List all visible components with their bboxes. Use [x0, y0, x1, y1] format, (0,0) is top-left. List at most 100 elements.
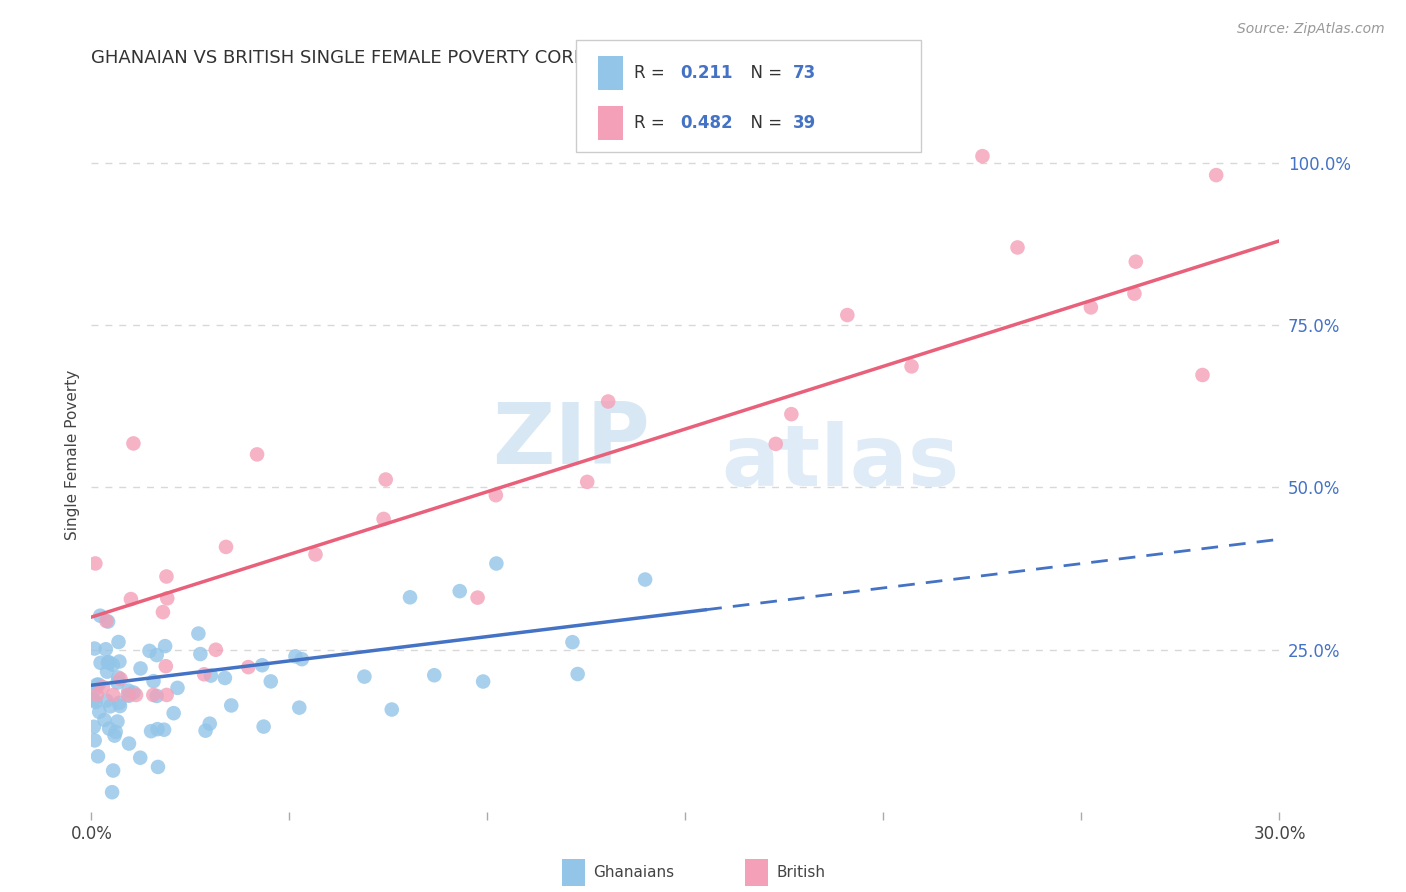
Point	[219, 698, 242, 713]
Point	[138, 644, 160, 658]
Point	[260, 674, 283, 689]
Point	[90, 656, 112, 670]
Point	[423, 668, 446, 682]
Point	[107, 671, 129, 685]
Point	[153, 723, 176, 737]
Point	[83, 733, 105, 747]
Point	[118, 737, 141, 751]
Point	[87, 677, 110, 691]
Point	[110, 672, 132, 686]
Point	[204, 642, 226, 657]
Point	[291, 652, 314, 666]
Point	[246, 447, 269, 461]
Text: N =: N =	[740, 64, 787, 82]
Point	[84, 557, 107, 571]
Point	[142, 688, 165, 702]
Point	[238, 660, 260, 674]
Point	[139, 724, 162, 739]
Point	[103, 688, 125, 702]
Point	[972, 149, 994, 163]
Text: ZIP: ZIP	[492, 399, 650, 483]
Point	[103, 729, 125, 743]
Point	[98, 722, 121, 736]
Text: R =: R =	[634, 64, 671, 82]
Point	[101, 657, 124, 672]
Point	[485, 557, 508, 571]
Point	[96, 614, 118, 628]
Point	[118, 689, 141, 703]
Point	[214, 671, 236, 685]
Point	[156, 688, 179, 702]
Point	[89, 705, 111, 719]
Point	[89, 608, 111, 623]
Point	[765, 437, 787, 451]
Point	[145, 648, 167, 662]
Point	[485, 488, 508, 502]
Point	[98, 699, 121, 714]
Point	[94, 642, 117, 657]
Point	[96, 693, 118, 707]
Point	[381, 702, 404, 716]
Point	[900, 359, 922, 374]
Point	[101, 764, 124, 778]
Text: 73: 73	[793, 64, 817, 82]
Text: R =: R =	[634, 113, 671, 131]
Text: British: British	[776, 865, 825, 880]
Point	[96, 665, 118, 679]
Point	[83, 641, 105, 656]
Point	[155, 569, 177, 583]
Point	[780, 407, 803, 421]
Point	[87, 749, 110, 764]
Point	[129, 750, 152, 764]
Point	[190, 647, 212, 661]
Point	[250, 658, 273, 673]
Text: Source: ZipAtlas.com: Source: ZipAtlas.com	[1237, 22, 1385, 37]
Point	[1191, 368, 1213, 382]
Point	[122, 685, 145, 699]
Point	[145, 689, 167, 703]
Point	[1123, 286, 1146, 301]
Point	[97, 615, 120, 629]
Point	[98, 656, 121, 670]
Point	[561, 635, 583, 649]
Point	[198, 716, 221, 731]
Point	[215, 540, 238, 554]
Point	[93, 713, 115, 727]
Point	[97, 656, 120, 670]
Point	[104, 724, 127, 739]
Point	[634, 573, 657, 587]
Y-axis label: Single Female Poverty: Single Female Poverty	[65, 370, 80, 540]
Point	[567, 667, 589, 681]
Text: GHANAIAN VS BRITISH SINGLE FEMALE POVERTY CORRELATION CHART: GHANAIAN VS BRITISH SINGLE FEMALE POVERT…	[91, 49, 730, 67]
Point	[284, 649, 307, 664]
Point	[125, 688, 148, 702]
Point	[107, 714, 129, 729]
Text: Ghanaians: Ghanaians	[593, 865, 675, 880]
Point	[156, 591, 179, 606]
Point	[304, 548, 326, 562]
Point	[107, 675, 129, 690]
Point	[1205, 168, 1227, 182]
Point	[84, 695, 107, 709]
Point	[288, 700, 311, 714]
Point	[142, 674, 165, 689]
Point	[194, 723, 217, 738]
Point	[576, 475, 599, 489]
Point	[152, 605, 174, 619]
Point	[1080, 301, 1102, 315]
Point	[837, 308, 859, 322]
Point	[598, 394, 620, 409]
Point	[86, 678, 108, 692]
Point	[187, 626, 209, 640]
Text: 39: 39	[793, 113, 817, 131]
Point	[399, 591, 422, 605]
Point	[107, 635, 129, 649]
Point	[108, 696, 131, 710]
Point	[200, 668, 222, 682]
Point	[91, 680, 114, 694]
Point	[108, 699, 131, 714]
Point	[472, 674, 495, 689]
Point	[101, 785, 124, 799]
Point	[374, 473, 396, 487]
Point	[83, 683, 105, 698]
